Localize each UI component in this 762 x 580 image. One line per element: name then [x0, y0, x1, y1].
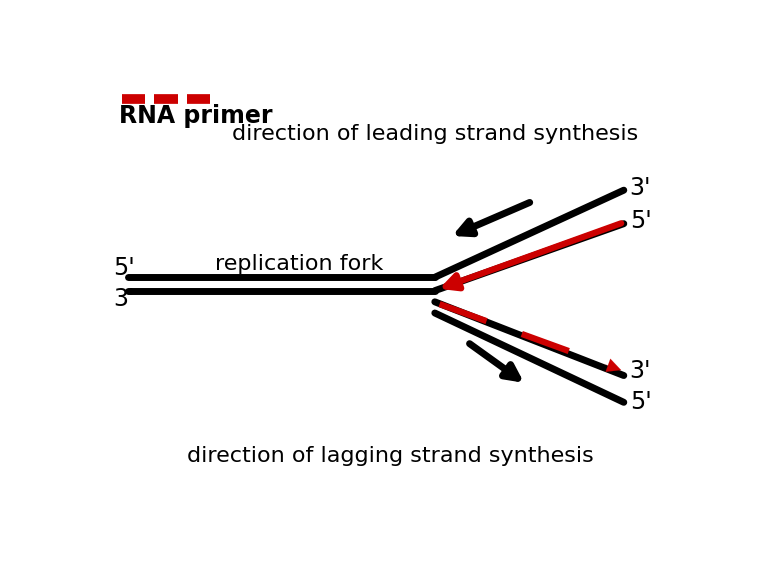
- Text: direction of lagging strand synthesis: direction of lagging strand synthesis: [187, 446, 594, 466]
- Text: replication fork: replication fork: [215, 254, 383, 274]
- Text: direction of leading strand synthesis: direction of leading strand synthesis: [232, 124, 638, 144]
- Text: 5': 5': [629, 209, 652, 233]
- Text: 3': 3': [629, 359, 652, 383]
- Text: 5': 5': [629, 390, 652, 414]
- Text: RNA primer: RNA primer: [119, 104, 272, 129]
- Text: 3': 3': [629, 176, 652, 200]
- Text: 3': 3': [113, 287, 134, 311]
- Text: 5': 5': [113, 256, 135, 280]
